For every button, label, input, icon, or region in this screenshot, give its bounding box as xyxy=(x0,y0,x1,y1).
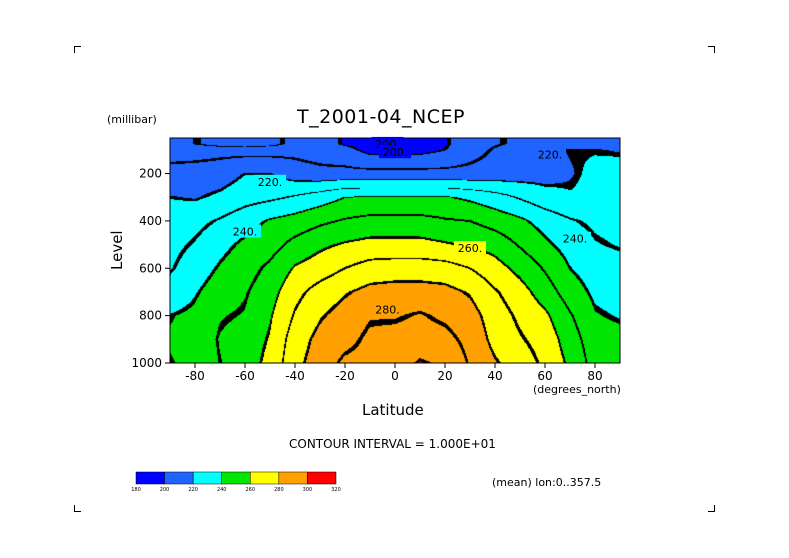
contour-label: 220. xyxy=(538,149,563,162)
crop-mark-top-left xyxy=(74,46,81,53)
colorbar-tick-label: 280 xyxy=(274,487,284,493)
contour-label-bg xyxy=(454,241,486,255)
colorbar-swatch xyxy=(221,471,251,485)
x-tick-label: 20 xyxy=(437,369,452,383)
contour-label: 240. xyxy=(563,233,588,246)
colorbar-swatch xyxy=(250,471,280,485)
colorbar-swatch xyxy=(278,471,308,485)
x-tick-label: 60 xyxy=(537,369,552,383)
crop-mark-bottom-left xyxy=(74,505,81,512)
colorbar-swatch xyxy=(192,471,222,485)
y-units-label: (millibar) xyxy=(107,113,157,126)
contour-label-bg xyxy=(229,224,261,238)
contour-label: 260. xyxy=(458,242,483,255)
colorbar-swatch xyxy=(135,471,165,485)
colorbar-tick-label: 300 xyxy=(303,487,313,493)
x-tick-label: 0 xyxy=(391,369,399,383)
temperature-field xyxy=(170,138,620,363)
x-tick-label: -40 xyxy=(285,369,305,383)
colorbar-tick-label: 260 xyxy=(246,487,256,493)
axis-ticks: -80 -60 -40 -20 0 20 40 60 80 200 400 600 800 1000 xyxy=(131,167,602,383)
x-tick-label: -80 xyxy=(185,369,205,383)
contour-label-bg xyxy=(559,231,591,245)
y-tick-label: 400 xyxy=(139,214,162,228)
y-axis-title: Level xyxy=(108,230,126,270)
contour-interval-label: CONTOUR INTERVAL = 1.000E+01 xyxy=(289,437,496,451)
y-tick-label: 600 xyxy=(139,261,162,275)
colorbar-swatch xyxy=(164,471,194,485)
colorbar-swatch xyxy=(307,471,337,485)
crop-mark-top-right xyxy=(708,46,715,53)
contour-label-bg xyxy=(534,147,566,161)
colorbar-tick-label: 320 xyxy=(331,487,341,493)
contour-label-bg xyxy=(379,145,411,159)
x-tick-label: 40 xyxy=(487,369,502,383)
y-tick-label: 800 xyxy=(139,309,162,323)
x-axis-title: Latitude xyxy=(362,401,424,419)
crop-mark-bottom-right xyxy=(708,505,715,512)
contour-label-bg xyxy=(371,302,404,316)
chart-title: T_2001-04_NCEP xyxy=(297,106,465,128)
colorbar-tick-label: 240 xyxy=(217,487,227,493)
colorbar-tick-label: 180 xyxy=(131,487,141,493)
x-tick-label: -20 xyxy=(335,369,355,383)
colorbar: 180 200 220 240 260 280 300 320 xyxy=(131,471,341,493)
contour-label: 200. xyxy=(383,146,408,159)
y-tick-label: 1000 xyxy=(131,356,162,370)
mean-label: (mean) lon:0..357.5 xyxy=(492,476,602,489)
x-tick-label: -60 xyxy=(235,369,255,383)
contour-label: 280. xyxy=(375,304,400,317)
x-units-label: (degrees_north) xyxy=(533,383,621,396)
x-tick-label: 80 xyxy=(587,369,602,383)
y-tick-label: 200 xyxy=(139,167,162,181)
contour-label-bg xyxy=(254,174,286,188)
contour-label: 220. xyxy=(258,176,283,189)
colorbar-tick-label: 220 xyxy=(188,487,198,493)
colorbar-tick-label: 200 xyxy=(160,487,170,493)
contour-label: 240. xyxy=(233,226,258,239)
plot-area: 200.200. 220.220.240.240.260.280. xyxy=(169,136,621,364)
